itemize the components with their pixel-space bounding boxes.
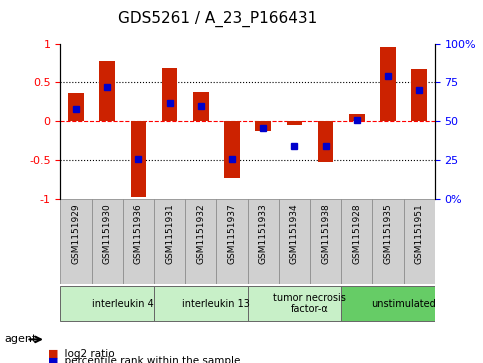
FancyBboxPatch shape: [185, 199, 216, 284]
FancyBboxPatch shape: [247, 199, 279, 284]
FancyBboxPatch shape: [341, 286, 435, 321]
Text: GSM1151937: GSM1151937: [227, 204, 237, 264]
Bar: [130, 121, 146, 197]
Text: agent: agent: [5, 334, 37, 344]
Text: GSM1151933: GSM1151933: [258, 204, 268, 264]
Text: GSM1151929: GSM1151929: [71, 204, 81, 264]
Text: unstimulated: unstimulated: [371, 299, 436, 309]
Bar: [193, 92, 209, 121]
FancyBboxPatch shape: [279, 199, 310, 284]
Bar: [224, 121, 240, 178]
Text: GSM1151951: GSM1151951: [414, 204, 424, 264]
Text: tumor necrosis
factor-α: tumor necrosis factor-α: [273, 293, 346, 314]
Text: GSM1151928: GSM1151928: [352, 204, 361, 264]
Bar: [286, 121, 302, 125]
FancyBboxPatch shape: [154, 199, 185, 284]
Text: GSM1151936: GSM1151936: [134, 204, 143, 264]
FancyBboxPatch shape: [60, 286, 154, 321]
Text: interleukin 13: interleukin 13: [183, 299, 250, 309]
Bar: [412, 69, 427, 121]
Bar: [349, 114, 365, 121]
FancyBboxPatch shape: [310, 199, 341, 284]
Text: GSM1151935: GSM1151935: [384, 204, 392, 264]
Bar: [68, 93, 84, 121]
Text: percentile rank within the sample: percentile rank within the sample: [58, 356, 241, 363]
Text: GSM1151931: GSM1151931: [165, 204, 174, 264]
Text: GSM1151930: GSM1151930: [103, 204, 112, 264]
Text: GSM1151932: GSM1151932: [196, 204, 205, 264]
Text: GSM1151938: GSM1151938: [321, 204, 330, 264]
Text: GDS5261 / A_23_P166431: GDS5261 / A_23_P166431: [118, 11, 317, 27]
Text: GSM1151934: GSM1151934: [290, 204, 299, 264]
FancyBboxPatch shape: [372, 199, 403, 284]
FancyBboxPatch shape: [341, 199, 372, 284]
FancyBboxPatch shape: [154, 286, 247, 321]
Bar: [380, 48, 396, 121]
FancyBboxPatch shape: [403, 199, 435, 284]
Text: log2 ratio: log2 ratio: [58, 349, 114, 359]
FancyBboxPatch shape: [247, 286, 341, 321]
Bar: [99, 61, 115, 121]
FancyBboxPatch shape: [216, 199, 247, 284]
Bar: [256, 121, 271, 131]
Bar: [162, 69, 177, 121]
Bar: [318, 121, 333, 162]
Text: interleukin 4: interleukin 4: [92, 299, 154, 309]
FancyBboxPatch shape: [123, 199, 154, 284]
Text: ■: ■: [48, 349, 59, 359]
Text: ■: ■: [48, 356, 59, 363]
FancyBboxPatch shape: [92, 199, 123, 284]
FancyBboxPatch shape: [60, 199, 92, 284]
